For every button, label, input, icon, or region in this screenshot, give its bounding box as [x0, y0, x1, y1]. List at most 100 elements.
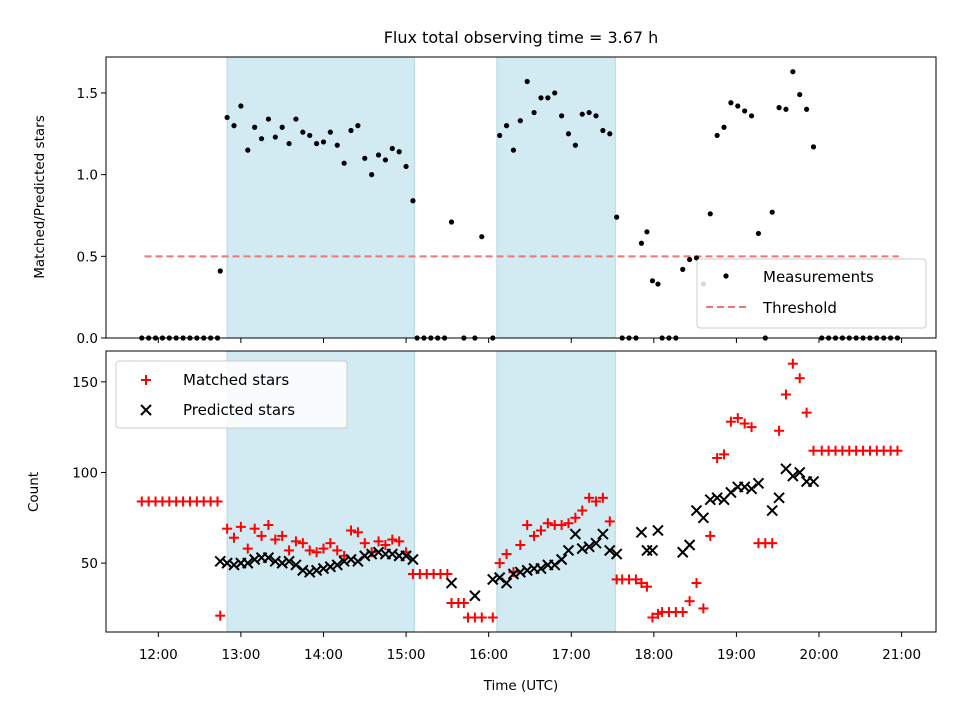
matched-star-point [787, 358, 798, 369]
top-y-tick-label: 1.5 [77, 86, 98, 102]
measurement-point [362, 155, 368, 161]
predicted-star-point [697, 512, 710, 524]
bottom-x-tick-label: 18:00 [634, 647, 673, 663]
predicted-star-point [310, 564, 323, 577]
matched-star-point [604, 516, 615, 527]
predicted-star-point [345, 553, 357, 566]
legend-predicted-label: Predicted stars [183, 401, 295, 419]
measurement-point [503, 123, 510, 129]
top-y-tick-label: 0.5 [77, 249, 98, 265]
matched-star-point [346, 525, 357, 536]
matched-star-point [732, 413, 743, 424]
legend-box [115, 360, 348, 429]
predicted-star-point [597, 528, 609, 540]
bottom-x-tick-label: 16:00 [469, 647, 508, 663]
matched-star-point [767, 538, 778, 549]
predicted-star-point [787, 470, 799, 482]
predicted-star-point [725, 486, 737, 499]
measurement-point [245, 147, 251, 153]
matched-star-point [229, 532, 240, 543]
matched-star-point [332, 545, 343, 556]
matched-star-point [591, 496, 602, 507]
measurement-point [369, 172, 375, 178]
measurement-point [231, 123, 237, 129]
predicted-star-point [752, 477, 765, 490]
measurement-point [497, 132, 503, 139]
predicted-star-point [535, 562, 547, 575]
predicted-star-point [248, 553, 261, 566]
bottom-shaded-interval [496, 350, 616, 633]
predicted-star-point [773, 492, 785, 504]
predicted-star-point [493, 571, 506, 584]
predicted-star-point [338, 555, 350, 568]
matched-star-point [691, 578, 702, 589]
measurement-point [748, 113, 755, 119]
predicted-star-point [290, 559, 302, 571]
measurement-point [769, 209, 775, 215]
measurement-point [755, 230, 762, 237]
predicted-star-point [683, 539, 696, 551]
predicted-star-point [610, 548, 623, 560]
matched-star-point [739, 418, 750, 429]
predicted-star-point [242, 557, 254, 569]
matched-star-point [801, 407, 812, 418]
measurement-point [355, 123, 361, 129]
matched-star-point [242, 543, 253, 554]
matched-star-point [270, 534, 281, 545]
bottom-y-tick-label: 100 [72, 465, 98, 481]
predicted-star-point [590, 537, 602, 549]
matched-star-point [508, 567, 519, 578]
bottom-plot: 50 100 150 12:00 13:00 14:00 15:00 16:00 17:00 18… [72, 350, 937, 663]
matched-star-point [235, 521, 246, 532]
measurement-point [279, 124, 285, 130]
predicted-star-point [604, 544, 616, 557]
bottom-x-tick-label: 20:00 [800, 647, 839, 663]
measurement-point [579, 111, 585, 117]
matched-star-point [774, 425, 785, 436]
matched-star-point [487, 612, 498, 623]
matched-star-point [373, 536, 384, 547]
matched-star-point [277, 530, 288, 541]
matched-star-point [325, 538, 336, 549]
predicted-star-point [766, 504, 778, 517]
predicted-star-point [304, 566, 316, 578]
predicted-star-point [487, 573, 499, 586]
measurement-point [403, 163, 409, 170]
matched-star-point [535, 525, 546, 536]
bottom-x-tick-label: 12:00 [139, 647, 178, 663]
predicted-star-point [549, 559, 561, 571]
measurement-point [265, 116, 272, 122]
measurement-point [479, 234, 485, 240]
measurement-point [334, 142, 340, 148]
matched-star-point [684, 596, 695, 607]
matched-star-point [249, 523, 260, 534]
measurement-point [728, 100, 734, 106]
measurement-point [224, 114, 230, 121]
measurement-point [735, 103, 741, 109]
predicted-star-point [317, 562, 330, 575]
predicted-star-point [555, 553, 568, 566]
predicted-star-point [652, 524, 664, 537]
bottom-y-axis-label: Count [26, 472, 42, 512]
bottom-y-tick-label: 150 [72, 375, 98, 391]
matched-star-point [352, 527, 363, 538]
predicted-star-point [507, 568, 520, 580]
predicted-star-point [352, 555, 364, 568]
matched-star-point [725, 416, 736, 427]
predicted-star-point [365, 548, 378, 560]
matched-star-point [746, 422, 757, 433]
measurement-point [638, 240, 645, 246]
predicted-star-point [297, 564, 309, 577]
plot-frame [105, 56, 937, 339]
measurement-point [649, 278, 656, 284]
predicted-star-point [576, 542, 588, 555]
predicted-star-point [641, 544, 653, 557]
measurement-point [517, 118, 523, 124]
measurement-point [742, 108, 748, 114]
measurement-point [341, 160, 347, 166]
predicted-star-point [514, 566, 527, 578]
bottom-y-tick-label: 50 [81, 556, 98, 572]
matched-star-point [494, 558, 505, 569]
measurement-point [217, 268, 223, 274]
